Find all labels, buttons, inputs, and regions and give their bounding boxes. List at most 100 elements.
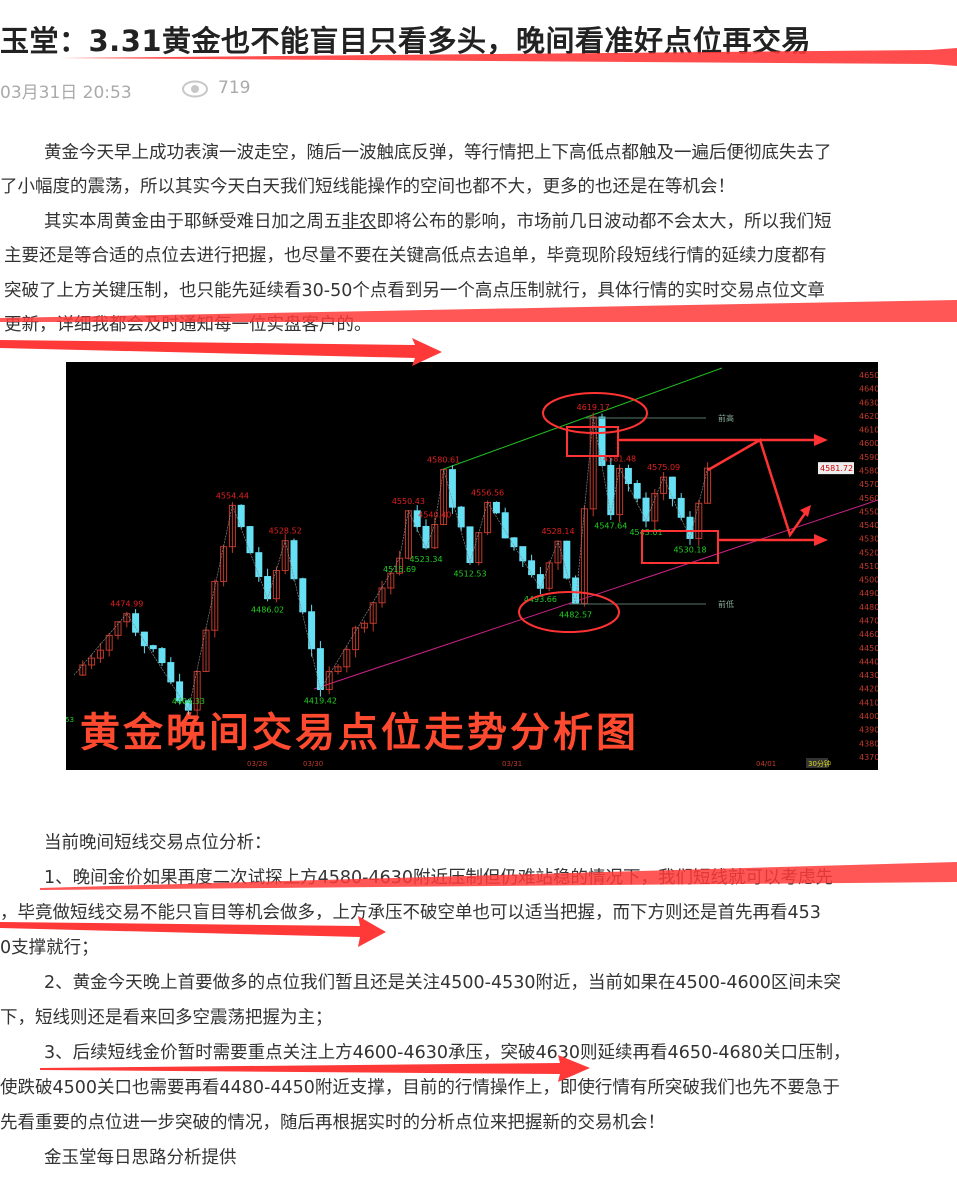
y-tick-label: 4400.00: [859, 712, 878, 721]
low-price-label: 4419.42: [304, 697, 337, 706]
low-price-label: 4515.69: [383, 565, 416, 574]
candle: [167, 662, 175, 683]
gold-analysis-chart-image: 黄金晚间交易点位走势分析图 4650.00 4640.00 4630.00 4620.0…: [66, 362, 878, 770]
high-price-label: 4528.52: [269, 527, 302, 536]
eye-icon: [182, 80, 208, 98]
candle: [466, 526, 474, 564]
candle: [352, 627, 360, 651]
arrow-head: [814, 434, 828, 446]
candle: [343, 649, 351, 668]
candle: [704, 467, 712, 504]
y-tick-label: 4580.00: [859, 466, 878, 475]
candle: [123, 613, 131, 623]
publish-date: 03月31日 20:53: [0, 83, 132, 103]
low-price-label: 4523.34: [409, 555, 442, 564]
candle: [264, 576, 272, 600]
candle: [501, 512, 509, 539]
candle: [308, 611, 316, 650]
candle: [668, 476, 676, 499]
low-price-label: 4530.18: [673, 545, 706, 554]
candle: [440, 469, 448, 525]
zigzag-line: [73, 416, 708, 711]
prev-high-label: 前高: [718, 413, 734, 423]
analysis-line: 0支撑就行；: [0, 938, 99, 958]
date-label: 03/31: [502, 760, 522, 768]
candle: [290, 540, 298, 580]
y-tick-label: 4460.00: [859, 630, 878, 639]
candle: [563, 540, 571, 579]
y-tick-label: 4550.00: [859, 507, 878, 516]
paragraph-line: 主要还是等合适的点位去进行把握，也尽量不要在关键高低点去追单，毕竟现阶段短线行情…: [4, 246, 827, 266]
high-price-label: 4575.09: [647, 463, 680, 472]
y-tick-label: 4410.00: [859, 698, 878, 707]
current-price-label: 4581.72: [820, 464, 853, 473]
low-price-label: 4493.66: [524, 595, 557, 604]
analysis-line: 使跌破4500关口也需要再看4480-4450附近支撑，目前的行情操作上，即使行…: [0, 1078, 840, 1098]
candle: [624, 467, 632, 485]
candle: [686, 516, 694, 539]
low-price-label: 4547.64: [594, 522, 627, 531]
candle: [193, 670, 201, 711]
arrow-head: [814, 534, 828, 546]
candle: [677, 497, 685, 518]
arrow-head: [800, 505, 811, 517]
low-circle-annotation: [518, 591, 620, 633]
y-tick-label: 4610.00: [859, 426, 878, 435]
candle: [572, 577, 580, 604]
candle: [633, 483, 641, 499]
analysis-line: 2、黄金今天晚上首要做多的点位我们暂且还是关注4500-4530附近，当前如果在…: [44, 973, 841, 993]
candle: [228, 504, 236, 548]
candle: [422, 525, 430, 549]
y-tick-label: 4490.00: [859, 589, 878, 598]
high-price-label: 4581.48: [603, 454, 636, 463]
candle: [519, 546, 527, 562]
y-tick-label: 4370.00: [859, 753, 878, 762]
y-tick-label: 4640.00: [859, 385, 878, 394]
candle: [545, 562, 553, 589]
y-tick-label: 4540.00: [859, 521, 878, 530]
candle: [220, 546, 228, 582]
nonfarm-link[interactable]: 非农: [341, 212, 377, 232]
high-circle-annotation: [542, 392, 648, 434]
low-price-label: 4486.02: [251, 606, 284, 615]
y-tick-label: 4440.00: [859, 657, 878, 666]
candle: [140, 631, 148, 647]
analysis-line: 先看重要的点位进一步突破的情况，随后再根据实时的分析点位来把握新的交易机会！: [0, 1113, 665, 1133]
y-tick-label: 4590.00: [859, 453, 878, 462]
y-tick-label: 4420.00: [859, 685, 878, 694]
y-tick-label: 4480.00: [859, 603, 878, 612]
high-price-label: 4540.40: [418, 510, 451, 519]
low-price-label: 4543.01: [629, 528, 662, 537]
prev-low-label: 前低: [718, 599, 734, 609]
candle: [369, 602, 377, 624]
candle: [202, 629, 210, 672]
candle: [114, 621, 122, 636]
date-label: 04/01: [756, 760, 776, 768]
candle: [528, 560, 536, 576]
signature: 金玉堂每日思路分析提供: [44, 1148, 237, 1168]
upper-channel-line: [440, 367, 723, 471]
candle: [413, 510, 421, 527]
resistance-box: [566, 426, 619, 457]
timeframe-label: 30分钟: [808, 759, 831, 768]
y-tick-label: 4600.00: [859, 439, 878, 448]
candle: [607, 464, 615, 516]
high-price-label: 4554.44: [216, 491, 249, 500]
support-box: [641, 530, 719, 564]
y-tick-label: 4530.00: [859, 535, 878, 544]
y-tick-label: 4520.00: [859, 548, 878, 557]
candle: [448, 469, 456, 508]
high-price-label: 4528.14: [541, 527, 574, 536]
candle: [246, 526, 254, 554]
paragraph-line: 了小幅度的震荡，所以其实今天白天我们短线能操作的空间也都不大，更多的也还是在等机…: [0, 177, 735, 197]
y-tick-label: 4630.00: [859, 398, 878, 407]
analysis-heading: 当前晚间短线交易点位分析：: [44, 833, 272, 853]
y-tick-label: 4430.00: [859, 671, 878, 680]
candle: [88, 657, 96, 666]
candle: [457, 506, 465, 528]
y-tick-label: 4650.00: [859, 371, 878, 380]
candle: [96, 649, 104, 659]
paragraph-line: 其实本周黄金由于耶稣受难日加之周五非农即将公布的影响，市场前几日波动都不会太大，…: [44, 210, 832, 234]
y-tick-label: 4620.00: [859, 412, 878, 421]
high-price-label: 4580.61: [427, 456, 460, 465]
